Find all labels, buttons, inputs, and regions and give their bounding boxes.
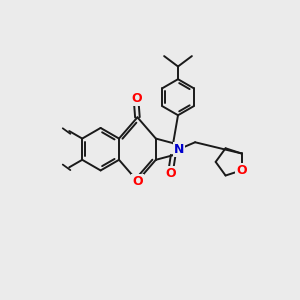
- Text: O: O: [131, 92, 142, 105]
- Text: O: O: [166, 167, 176, 180]
- Text: O: O: [236, 164, 247, 177]
- Text: N: N: [174, 143, 184, 156]
- Text: O: O: [132, 175, 143, 188]
